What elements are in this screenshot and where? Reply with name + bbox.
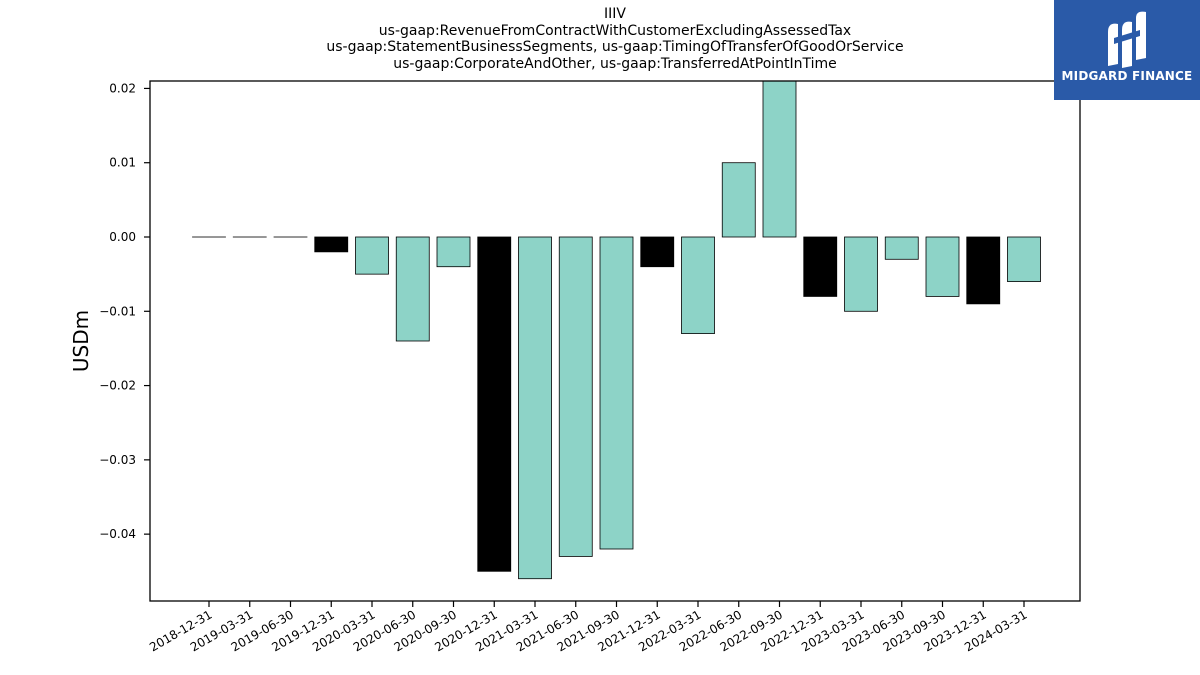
bar-2019-12-31 (314, 236, 349, 253)
y-axis-label: USDm (69, 310, 93, 372)
bar-2022-12-31 (803, 236, 838, 297)
bar-2021-12-31 (640, 236, 675, 268)
logo-mark-icon (1108, 11, 1146, 68)
bar-2023-09-30 (925, 236, 960, 297)
y-tick-label: −0.01 (99, 304, 136, 318)
brand-logo: MIDGARD FINANCE (1054, 0, 1200, 100)
chart-title: IIIV us-gaap:RevenueFromContractWithCust… (0, 6, 1200, 72)
bar-2022-06-30 (721, 162, 756, 238)
bar-2021-06-30 (558, 236, 593, 557)
y-tick-label: 0.01 (109, 156, 136, 170)
bar-2023-12-31 (966, 236, 1001, 305)
y-tick-label: 0.02 (109, 81, 136, 95)
chart-title-line-3: us-gaap:StatementBusinessSegments, us-ga… (326, 39, 904, 55)
bar-2023-03-31 (844, 236, 878, 312)
y-tick-label: −0.04 (99, 527, 136, 541)
y-tick-label: 0.00 (109, 230, 136, 244)
bar-2022-03-31 (681, 236, 715, 334)
bar-2020-03-31 (355, 236, 389, 275)
bar-2021-09-30 (599, 236, 634, 550)
logo-text: MIDGARD FINANCE (1061, 69, 1193, 83)
bar-2024-03-31 (1007, 236, 1041, 282)
chart-title-line-1: IIIV (604, 6, 626, 22)
bar-2020-09-30 (436, 236, 471, 268)
y-tick-label: −0.03 (99, 453, 136, 467)
bar-2021-03-31 (518, 236, 552, 580)
bar-2023-06-30 (884, 236, 919, 260)
plot-frame (149, 80, 1081, 602)
y-tick-label: −0.02 (99, 379, 136, 393)
chart-title-line-4: us-gaap:CorporateAndOther, us-gaap:Trans… (393, 55, 837, 72)
bar-2022-09-30 (762, 80, 797, 238)
bar-2020-12-31 (477, 236, 512, 572)
bar-2020-06-30 (395, 236, 430, 342)
chart-title-line-2: us-gaap:RevenueFromContractWithCustomerE… (378, 22, 852, 39)
